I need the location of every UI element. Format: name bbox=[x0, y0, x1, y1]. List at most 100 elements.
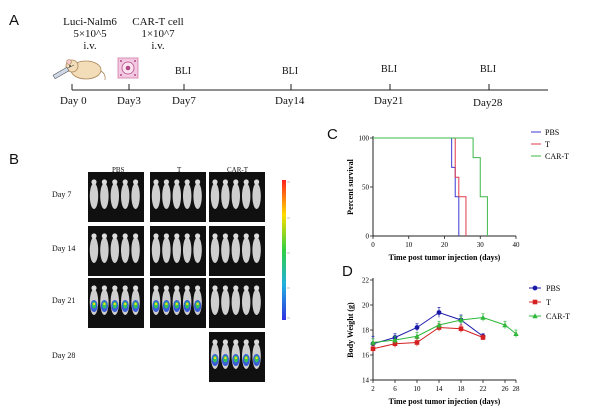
panel-a-letter: A bbox=[9, 12, 20, 29]
day-label-14: Day14 bbox=[275, 95, 305, 107]
mouse-head bbox=[153, 233, 159, 239]
data-point bbox=[414, 340, 420, 345]
mouse-silhouette bbox=[252, 289, 261, 315]
injection-2-route: i.v. bbox=[151, 40, 165, 52]
mouse-head bbox=[91, 233, 97, 239]
timeline bbox=[71, 84, 548, 91]
bli-signal-peak bbox=[103, 302, 106, 306]
data-point bbox=[414, 325, 420, 330]
car-t-cell-icon bbox=[117, 57, 139, 79]
x-tick-label: 2 bbox=[371, 385, 375, 393]
mouse-silhouette bbox=[121, 237, 130, 263]
x-tick-label: 10 bbox=[414, 385, 422, 393]
mouse-head bbox=[195, 179, 201, 185]
mouse-injection-icon bbox=[52, 59, 106, 81]
bli-signal-peak bbox=[186, 302, 189, 306]
legend-label: PBS bbox=[546, 284, 560, 293]
data-point bbox=[480, 335, 486, 340]
x-axis-label: Time post tumor injection (days) bbox=[389, 397, 501, 406]
y-tick-label: 18 bbox=[362, 327, 370, 335]
mouse-silhouette bbox=[162, 183, 171, 209]
mouse-head bbox=[243, 339, 249, 345]
mouse-head bbox=[122, 179, 128, 185]
y-tick-label: 16 bbox=[362, 352, 370, 360]
injection-2-name: CAR-T cell bbox=[132, 16, 184, 28]
col-label-car-t: CAR-T bbox=[227, 166, 248, 174]
injection-1-label: Luci-Nalm6 5×10^5 i.v. bbox=[50, 16, 130, 52]
weight-line-car-t bbox=[372, 316, 517, 343]
row-label-day7: Day 7 bbox=[52, 190, 72, 199]
mouse-head bbox=[243, 179, 249, 185]
mouse-head bbox=[91, 179, 97, 185]
x-tick-label: 22 bbox=[480, 385, 488, 393]
mouse-silhouette bbox=[221, 183, 230, 209]
mouse-silhouette bbox=[162, 237, 171, 263]
mouse-head bbox=[122, 285, 128, 291]
data-point bbox=[458, 317, 464, 323]
mouse-head bbox=[112, 179, 118, 185]
legend-label: PBS bbox=[545, 128, 559, 137]
row-label-day14: Day 14 bbox=[52, 244, 76, 253]
x-tick-label: 6 bbox=[393, 385, 397, 393]
legend-label: CAR-T bbox=[545, 152, 569, 161]
mouse-silhouette bbox=[231, 289, 240, 315]
mouse-silhouette bbox=[100, 183, 109, 209]
bli-signal-peak bbox=[165, 302, 168, 306]
mouse-silhouette bbox=[242, 183, 251, 209]
mouse-silhouette bbox=[252, 183, 261, 209]
bli-signal-peak bbox=[196, 302, 199, 306]
luminescence-color-scale bbox=[282, 180, 290, 320]
day-label-3: Day3 bbox=[117, 95, 141, 107]
x-tick-label: 14 bbox=[436, 385, 444, 393]
data-point bbox=[513, 330, 519, 336]
mouse-head bbox=[254, 233, 260, 239]
mouse-head bbox=[184, 179, 190, 185]
mouse-head bbox=[184, 285, 190, 291]
mouse-silhouette bbox=[193, 237, 202, 263]
bli-signal-peak bbox=[255, 356, 258, 360]
mouse-silhouette bbox=[110, 183, 119, 209]
x-tick-label: 10 bbox=[405, 241, 413, 249]
mouse-head bbox=[91, 285, 97, 291]
mouse-head bbox=[163, 233, 169, 239]
mouse-head bbox=[174, 285, 180, 291]
survival-line-car-t bbox=[373, 137, 488, 236]
bli-signal-peak bbox=[224, 356, 227, 360]
mouse-head bbox=[243, 285, 249, 291]
bli-signal-peak bbox=[175, 302, 178, 306]
mouse-head bbox=[254, 285, 260, 291]
day-label-21: Day21 bbox=[374, 95, 404, 107]
mouse-silhouette bbox=[242, 289, 251, 315]
day-label-0: Day 0 bbox=[60, 95, 87, 107]
legend-label: T bbox=[545, 140, 550, 149]
mouse-head bbox=[133, 179, 139, 185]
bli-signal-peak bbox=[92, 302, 96, 306]
mouse-head bbox=[222, 285, 228, 291]
mouse-silhouette bbox=[231, 237, 240, 263]
data-point bbox=[436, 310, 442, 315]
mouse-head bbox=[233, 285, 239, 291]
panel-c-letter: C bbox=[327, 126, 338, 143]
mouse-silhouette bbox=[89, 183, 99, 209]
mouse-head bbox=[112, 285, 118, 291]
legend-marker bbox=[532, 313, 538, 319]
mouse-silhouette bbox=[100, 237, 109, 263]
mouse-head bbox=[101, 179, 107, 185]
mouse-head bbox=[222, 233, 228, 239]
data-point bbox=[458, 326, 464, 332]
mouse-silhouette bbox=[221, 289, 230, 315]
data-point bbox=[436, 322, 442, 328]
mouse-silhouette bbox=[210, 237, 220, 263]
mouse-silhouette bbox=[110, 237, 119, 263]
data-point bbox=[414, 333, 420, 339]
panel-d-letter: D bbox=[342, 263, 353, 280]
y-tick-label: 14 bbox=[362, 377, 370, 385]
mouse-silhouette bbox=[151, 237, 161, 263]
bli-label-day7: BLI bbox=[175, 66, 192, 77]
data-point bbox=[502, 322, 508, 328]
data-point bbox=[370, 346, 376, 352]
mouse-head bbox=[212, 233, 218, 239]
mouse-silhouette bbox=[151, 183, 161, 209]
x-tick-label: 30 bbox=[477, 241, 485, 249]
